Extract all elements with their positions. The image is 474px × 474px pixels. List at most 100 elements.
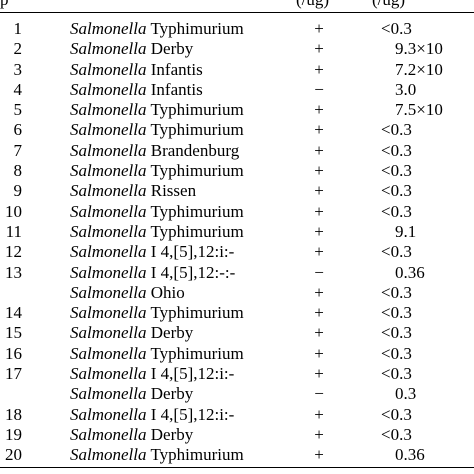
result-cell: + [314,364,324,384]
serovar-name: Derby [150,424,194,444]
serovar-name: I 4,[5],12:i:- [150,364,235,384]
serovar-name: I 4,[5],12:i:- [150,242,235,262]
value-cell: <0.3 [381,323,412,343]
header-col-result: (/ug) [296,0,329,9]
table-row: 15 Salmonella Derby + <0.3 [0,323,474,343]
value-cell: <0.3 [381,181,412,201]
result-cell: + [314,120,324,140]
value-cell: <0.3 [381,364,412,384]
result-cell: + [314,323,324,343]
serovar-cell: Salmonella Derby [70,425,193,445]
result-cell: + [314,282,324,302]
serovar-name: I 4,[5],12:-:- [150,262,236,282]
value-cell: <0.3 [381,282,412,302]
table-row: 4 Salmonella Infantis − 3.0 [0,80,474,100]
value-cell: <0.3 [381,140,412,160]
genus-name: Salmonella [70,445,147,465]
result-cell: + [314,303,324,323]
row-number: 10 [5,201,22,221]
value-cell: <0.3 [381,424,412,444]
genus-name: Salmonella [70,161,147,181]
result-cell: + [314,161,324,181]
result-cell: + [314,39,324,59]
value-cell: <0.3 [381,19,412,38]
value-cell: <0.3 [381,120,412,140]
table-body: 1 Salmonella Typhimurium + <0.3 2 Salmonella … [0,19,474,466]
result-cell: − [314,79,324,99]
serovar-cell: Salmonella Derby [70,384,193,404]
header-col-num: p [0,0,9,9]
value-cell: 0.36 [395,445,425,465]
value-cell: <0.3 [381,303,412,323]
genus-name: Salmonella [70,120,147,140]
row-number: 19 [5,424,22,444]
serovar-cell: Salmonella Typhimurium [70,303,244,323]
genus-name: Salmonella [70,303,147,323]
genus-name: Salmonella [70,79,147,99]
genus-name: Salmonella [70,323,147,343]
table-row: 13 Salmonella I 4,[5],12:-:- − 0.36 [0,263,474,283]
value-cell: <0.3 [381,404,412,424]
table-row: 7 Salmonella Brandenburg + <0.3 [0,141,474,161]
serovar-name: Typhimurium [150,221,244,241]
value-cell: 3.0 [395,79,417,99]
result-cell: + [314,201,324,221]
row-number: 17 [5,364,22,384]
row-number: 16 [5,343,22,363]
row-number: 11 [5,221,22,241]
genus-name: Salmonella [70,282,147,302]
result-cell: + [314,19,324,38]
value-cell: 9.1 [395,221,417,241]
table-row: 16 Salmonella Typhimurium + <0.3 [0,344,474,364]
serovar-name: Typhimurium [150,201,244,221]
value-cell: <0.3 [381,161,412,181]
result-cell: + [314,100,324,120]
table-row: 11 Salmonella Typhimurium +9.1 [0,222,474,242]
serovar-name: Rissen [150,181,197,201]
table-row: 19 Salmonella Derby + <0.3 [0,425,474,445]
row-number: 4 [13,79,23,99]
result-cell: − [314,384,324,404]
serovar-name: Brandenburg [150,140,240,160]
value-cell: 9.3×10 [395,39,443,59]
serovar-name: Typhimurium [150,19,244,38]
serovar-cell: Salmonella Derby [70,39,193,59]
row-number: 20 [5,445,22,465]
table-row: 20 Salmonella Typhimurium +0.36 [0,445,474,465]
table-row: 10 Salmonella Typhimurium + <0.3 [0,202,474,222]
serovar-cell: Salmonella Derby [70,323,193,343]
value-cell: 0.3 [395,384,417,404]
genus-name: Salmonella [70,100,147,120]
row-number: 15 [5,323,22,343]
serovar-cell: Salmonella Typhimurium [70,100,244,120]
serovar-cell: Salmonella Typhimurium [70,202,244,222]
row-number: 14 [5,303,22,323]
row-number: 12 [5,242,22,262]
genus-name: Salmonella [70,140,147,160]
serovar-cell: Salmonella I 4,[5],12:-:- [70,263,235,283]
value-cell: 7.2×10 [395,59,443,79]
genus-name: Salmonella [70,343,147,363]
serovar-cell: Salmonella Typhimurium [70,445,244,465]
result-cell: + [314,242,324,262]
serovar-name: Infantis [150,79,203,99]
result-cell: + [314,140,324,160]
value-cell: <0.3 [381,343,412,363]
row-number: 9 [13,181,23,201]
row-number: 1 [13,19,23,38]
row-number: 13 [5,262,22,282]
serovar-cell: Salmonella I 4,[5],12:i:- [70,405,234,425]
table-row: 3 Salmonella Infantis +7.2×10 [0,60,474,80]
row-number: 5 [13,100,23,120]
value-cell: 0.36 [395,262,425,282]
serovar-cell: Salmonella Typhimurium [70,19,244,39]
serovar-cell: Salmonella Brandenburg [70,141,239,161]
table-row: 5 Salmonella Typhimurium +7.5×10 [0,100,474,120]
serovar-name: Derby [150,384,194,404]
serovar-cell: Salmonella I 4,[5],12:i:- [70,242,234,262]
row-number: 7 [13,140,23,160]
serovar-name: Typhimurium [150,100,244,120]
genus-name: Salmonella [70,39,147,59]
table-row: 2 Salmonella Derby +9.3×10 [0,39,474,59]
serovar-cell: Salmonella Ohio [70,283,185,303]
